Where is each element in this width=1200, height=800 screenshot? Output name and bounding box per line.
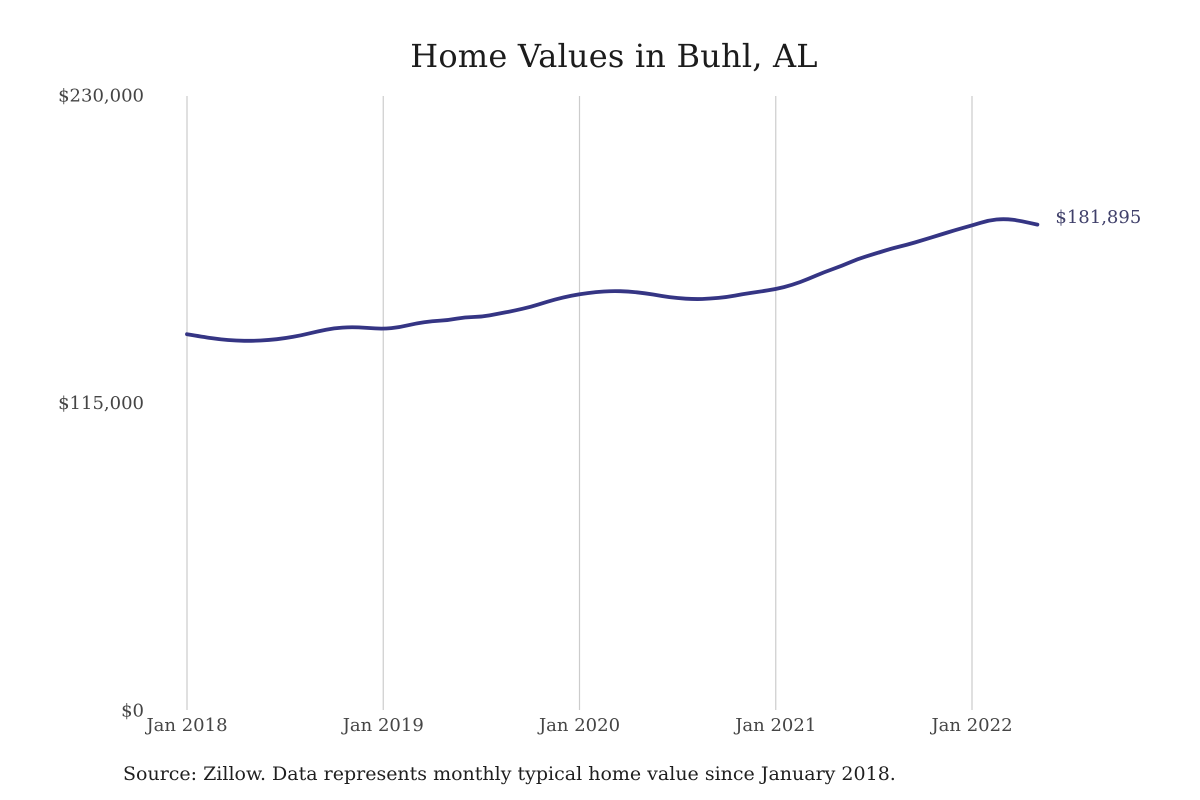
latest-value-label: $181,895	[1055, 207, 1141, 228]
x-tick-jan-2018: Jan 2018	[144, 715, 227, 736]
y-tick-115000: $115,000	[58, 393, 144, 414]
x-tick-jan-2022: Jan 2022	[929, 715, 1012, 736]
y-axis-tick-labels: $230,000 $115,000 $0	[58, 86, 144, 722]
x-tick-jan-2019: Jan 2019	[341, 715, 424, 736]
y-tick-230000: $230,000	[58, 86, 144, 107]
y-tick-0: $0	[121, 701, 144, 722]
x-tick-jan-2021: Jan 2021	[733, 715, 816, 736]
home-value-series-line	[185, 217, 1040, 343]
source-note: Source: Zillow. Data represents monthly …	[123, 763, 896, 785]
vertical-gridlines	[186, 96, 973, 710]
x-axis-tick-labels: Jan 2018 Jan 2019 Jan 2020 Jan 2021 Jan 2022	[144, 715, 1012, 736]
chart-title: Home Values in Buhl, AL	[410, 37, 818, 75]
x-tick-jan-2020: Jan 2020	[537, 715, 620, 736]
